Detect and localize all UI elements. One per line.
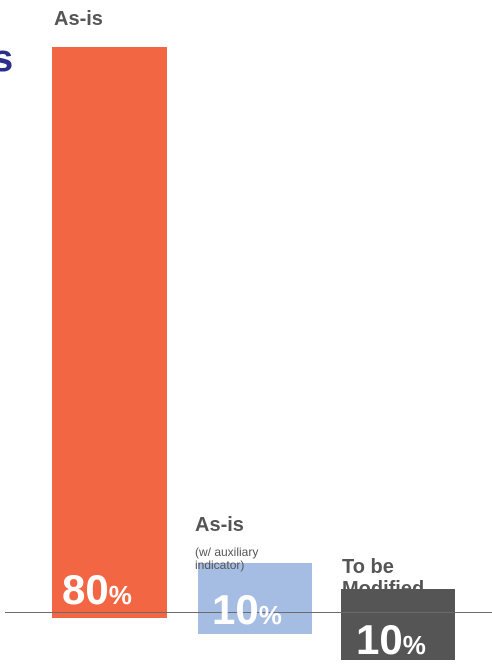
category-label-as-is: As-is: [54, 8, 103, 30]
value-unit: %: [108, 580, 132, 610]
value-label-to-be-modified: 10%: [356, 616, 426, 664]
category-label-as-is-auxiliary: As-is: [195, 514, 244, 536]
category-label-to-be-modified: To be Modified: [342, 556, 425, 600]
category-sublabel-auxiliary: (w/ auxiliary indicator): [195, 545, 259, 572]
value-unit: %: [258, 600, 282, 630]
value-number: 10: [212, 586, 259, 633]
value-label-as-is-auxiliary: 10%: [212, 586, 282, 634]
bar-to-be-modified: [341, 588, 455, 660]
bar-as-is-auxiliary: [198, 562, 312, 634]
value-unit: %: [402, 630, 426, 660]
value-label-as-is: 80%: [62, 566, 132, 614]
value-number: 80: [62, 566, 109, 613]
baseline: [5, 612, 492, 613]
value-number: 10: [356, 616, 403, 663]
cropped-title-fragment: s: [0, 38, 14, 80]
bar-as-is: [52, 47, 167, 618]
